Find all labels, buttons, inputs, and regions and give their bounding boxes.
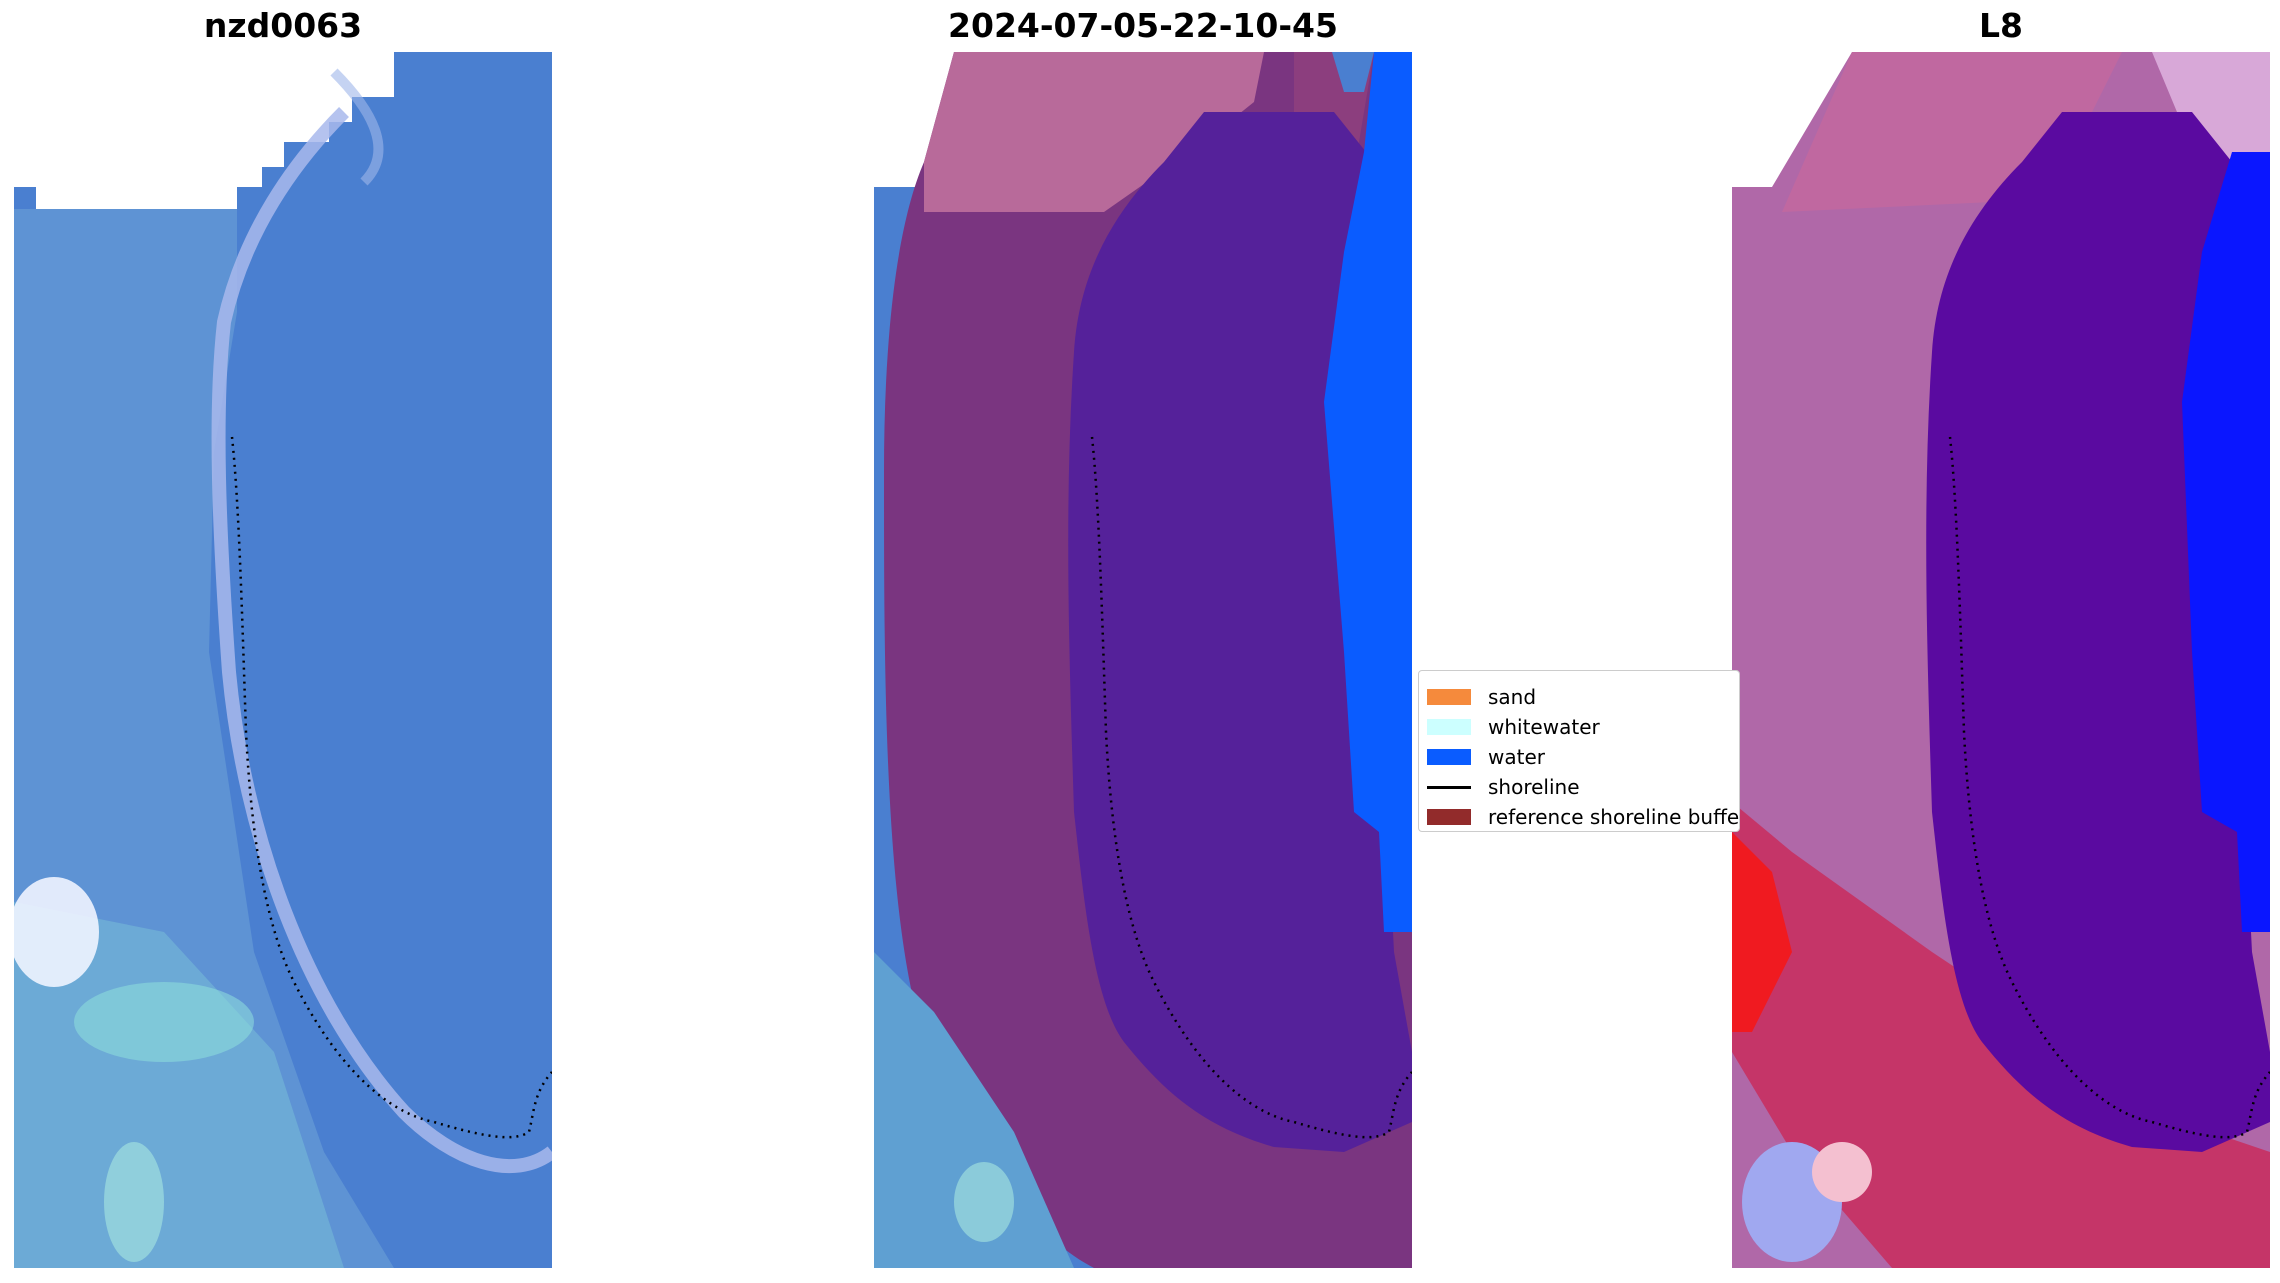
reference-buffer-swatch <box>1427 809 1471 825</box>
legend-item-sand: sand <box>1427 685 1536 709</box>
panel-title-index: L8 <box>1979 6 2023 45</box>
index-image <box>1732 52 2270 1268</box>
rgb-image-panel <box>14 52 552 1268</box>
panel-title-rgb: nzd0063 <box>203 6 363 45</box>
legend-item-whitewater: whitewater <box>1427 715 1600 739</box>
classification-panel <box>874 52 1412 1268</box>
whitewater-swatch <box>1427 719 1471 735</box>
legend-item-shoreline: shoreline <box>1427 775 1580 799</box>
legend-item-water: water <box>1427 745 1545 769</box>
shoreline-line-swatch <box>1427 785 1471 789</box>
sand-swatch <box>1427 689 1471 705</box>
water-swatch <box>1427 749 1471 765</box>
classification-image <box>874 52 1412 1268</box>
legend: sand whitewater water shoreline referenc… <box>1418 670 1740 832</box>
legend-item-reference-buffer: reference shoreline buffer <box>1427 805 1739 829</box>
index-panel <box>1732 52 2270 1268</box>
panel-title-classification: 2024-07-05-22-10-45 <box>948 6 1338 45</box>
rgb-image <box>14 52 552 1268</box>
